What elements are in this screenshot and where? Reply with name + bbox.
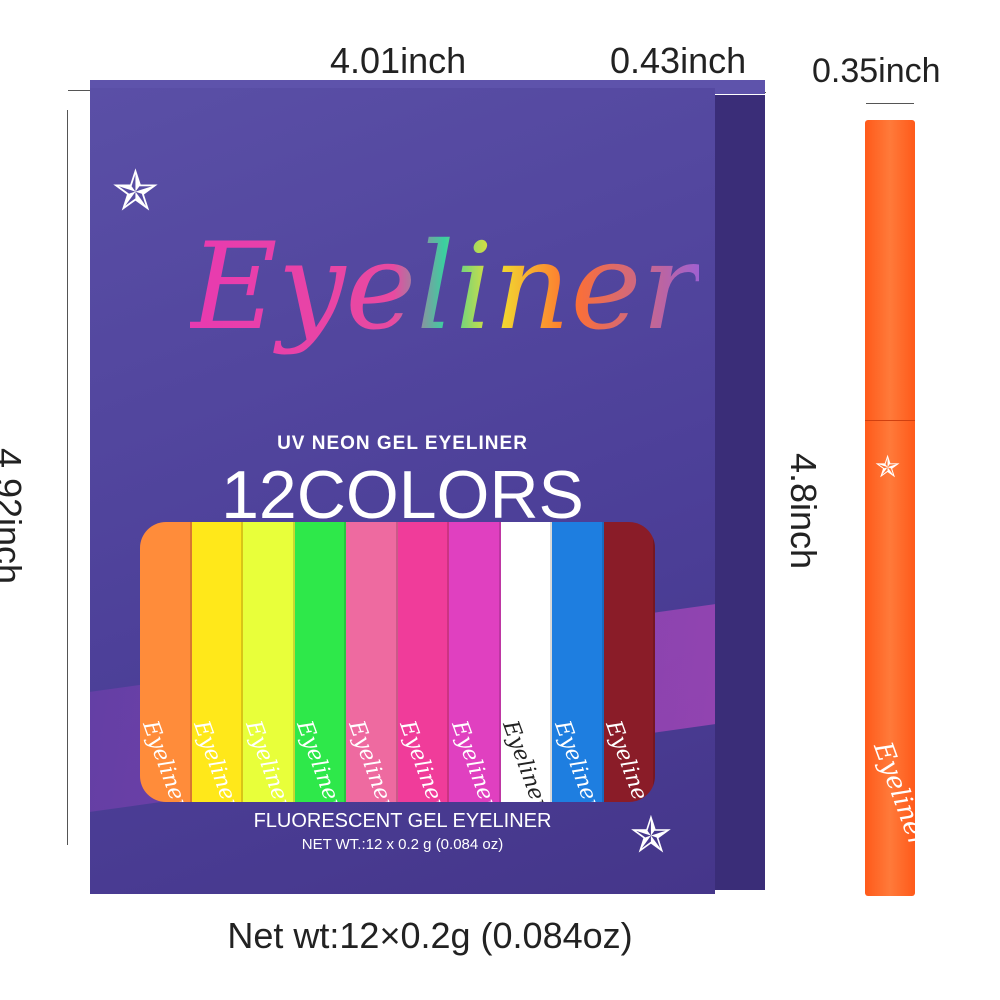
pen-8: Eyeliner bbox=[497, 522, 553, 802]
height-dimension-line bbox=[67, 110, 68, 845]
pen-4: Eyeliner bbox=[291, 522, 347, 802]
pen-label: Eyeliner bbox=[394, 717, 450, 802]
pen-3: Eyeliner bbox=[240, 522, 296, 802]
pen-width-label: 0.35inch bbox=[812, 52, 941, 90]
pen-label: Eyeliner bbox=[188, 717, 244, 802]
pen-7: Eyeliner bbox=[446, 522, 502, 802]
pen-width-line bbox=[866, 103, 914, 104]
pen-9: Eyeliner bbox=[549, 522, 605, 802]
single-pen: ✯ Eyeliner bbox=[865, 120, 933, 896]
pen-label: Eyeliner bbox=[240, 717, 296, 802]
box-height-label: 4.92inch bbox=[0, 447, 30, 585]
star-logo-icon: ✯ bbox=[112, 159, 159, 222]
pen-label: Eyeliner bbox=[549, 717, 605, 802]
pen-label: Eyeliner bbox=[343, 717, 399, 802]
pen-label: Eyeliner bbox=[140, 717, 193, 802]
pen-window: Eyeliner Eyeliner Eyeliner Eyeliner Eyeliner… bbox=[140, 522, 655, 802]
eyeliner-logo: Eyeliner bbox=[190, 218, 699, 357]
pen-label: Eyeliner bbox=[291, 717, 347, 802]
box-subtitle: UV NEON GEL EYELINER bbox=[277, 433, 528, 454]
pen-length-label: 4.8inch bbox=[783, 452, 825, 570]
pen-1: Eyeliner bbox=[140, 522, 192, 802]
star-logo-icon: ✯ bbox=[875, 451, 901, 484]
pen-6: Eyeliner bbox=[394, 522, 450, 802]
box-depth-label: 0.43inch bbox=[610, 40, 747, 81]
box-side bbox=[715, 95, 765, 890]
pen-label: Eyeliner bbox=[446, 717, 502, 802]
net-weight-caption: Net wt:12×0.2g (0.084oz) bbox=[227, 915, 633, 956]
pen-2: Eyeliner bbox=[188, 522, 244, 802]
box-width-label: 4.01inch bbox=[330, 40, 467, 81]
pen-label: Eyeliner bbox=[600, 717, 655, 802]
star-logo-icon: ✯ bbox=[630, 807, 672, 863]
pen-5: Eyeliner bbox=[343, 522, 399, 802]
pen-label: Eyeliner bbox=[867, 738, 934, 852]
box-bottom-title: FLUORESCENT GEL EYELINER bbox=[253, 810, 552, 832]
box-net-weight: NET WT.:12 x 0.2 g (0.084 oz) bbox=[301, 836, 504, 853]
box-headline: 12COLORS bbox=[221, 457, 584, 533]
pen-label: Eyeliner bbox=[497, 717, 553, 802]
pen-10: Eyeliner bbox=[600, 522, 655, 802]
